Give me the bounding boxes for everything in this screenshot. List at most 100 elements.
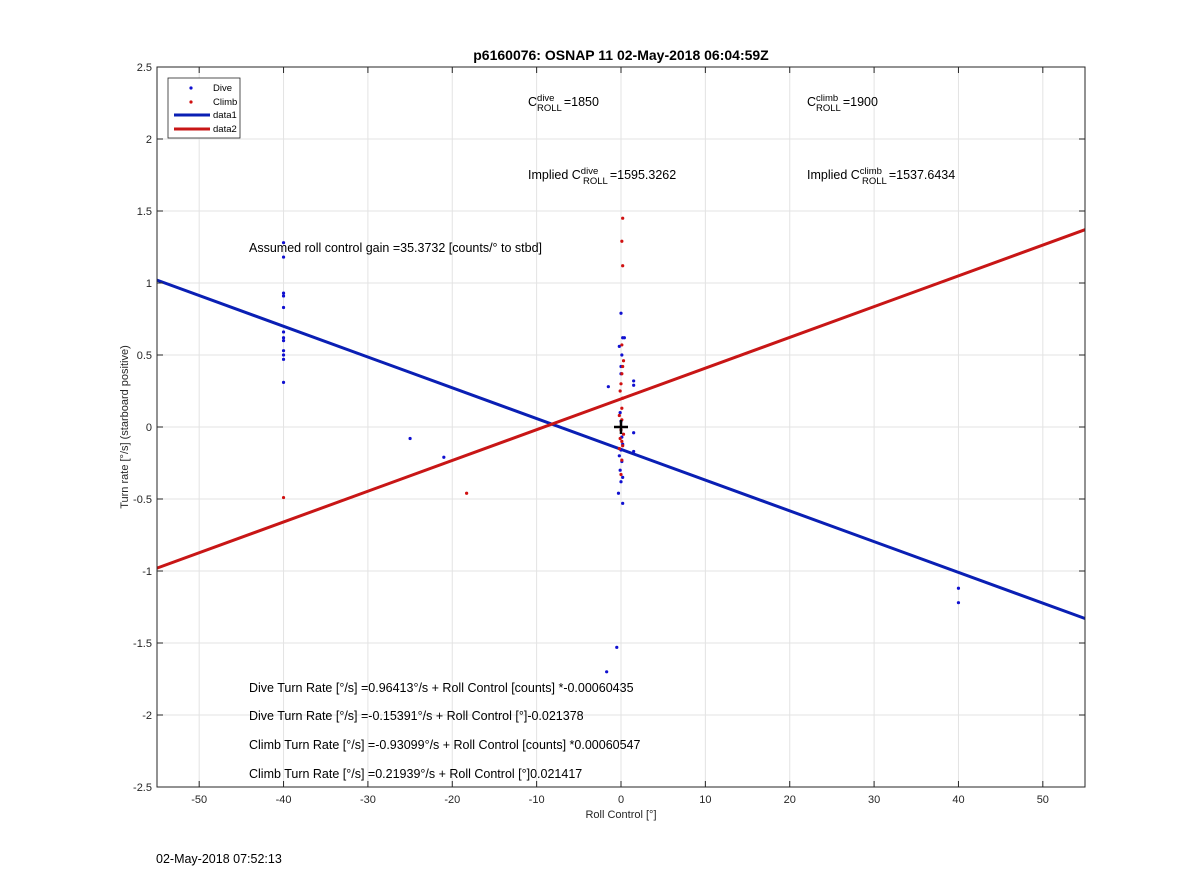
x-tick-label: -50 — [191, 794, 207, 806]
x-tick-label: 20 — [784, 794, 796, 806]
c-climb-sup: climb — [816, 93, 838, 104]
climb-point — [620, 372, 624, 376]
climb-point — [621, 432, 626, 436]
climb-point — [618, 389, 622, 393]
climb-point — [620, 439, 624, 443]
dive-point — [617, 454, 621, 458]
dive-point — [606, 385, 610, 389]
y-tick-label: -1 — [142, 566, 152, 578]
x-axis-label: Roll Control [°] — [585, 809, 656, 821]
x-tick-label: 10 — [699, 794, 711, 806]
implied-climb-sup: climb — [860, 166, 882, 177]
equation-dive-counts: Dive Turn Rate [°/s] =0.96413°/s + Roll … — [249, 681, 634, 695]
legend-climb-label: Climb — [213, 97, 237, 108]
x-axis: -50 -40 -30 -20 -10 0 10 20 30 40 50 — [191, 67, 1049, 806]
zero-crosshair — [614, 420, 628, 434]
dive-point — [617, 344, 621, 348]
dive-point — [605, 670, 609, 674]
y-tick-label: -2 — [142, 710, 152, 722]
x-tick-label: 0 — [618, 794, 624, 806]
annotations: Cdive ROLL =1850 Cclimb ROLL =1900 Implied C… — [249, 93, 955, 781]
figure-timestamp: 02-May-2018 07:52:13 — [156, 852, 282, 866]
x-tick-label: 40 — [952, 794, 964, 806]
dive-point — [618, 411, 622, 415]
dive-point — [281, 349, 286, 353]
x-tick-label: -10 — [529, 794, 545, 806]
climb-point — [621, 364, 625, 369]
dive-point — [281, 294, 286, 298]
y-tick-label: 1 — [146, 278, 152, 290]
legend-dive-marker — [189, 86, 193, 90]
climb-point — [619, 382, 623, 386]
y-tick-label: -0.5 — [133, 494, 152, 506]
dive-point — [281, 336, 286, 340]
implied-climb-annotation: Implied Cclimb ROLL =1537.6434 — [807, 166, 955, 187]
dive-point — [632, 431, 636, 435]
climb-point — [620, 239, 624, 243]
dive-point — [442, 455, 446, 459]
dive-point — [956, 601, 961, 605]
dive-point — [618, 468, 622, 472]
legend-data2-label: data2 — [213, 124, 237, 135]
climb-point — [465, 491, 469, 495]
dive-point — [281, 353, 286, 357]
y-tick-label: 2 — [146, 134, 152, 146]
equation-dive-degrees: Dive Turn Rate [°/s] =-0.15391°/s + Roll… — [249, 709, 584, 723]
gain-annotation: Assumed roll control gain =35.3732 [coun… — [249, 241, 542, 255]
dive-point — [281, 357, 286, 361]
dive-point — [281, 291, 286, 295]
dive-point — [621, 475, 625, 479]
dive-point — [615, 645, 619, 649]
legend: Dive Climb data1 data2 — [167, 77, 241, 139]
c-dive-annotation: Cdive ROLL =1850 — [528, 93, 599, 114]
implied-climb-sub: ROLL — [862, 176, 887, 187]
fit-line-data2 — [156, 228, 1086, 570]
y-axis-label: Turn rate [°/s] (starboard positive) — [119, 345, 131, 509]
equation-climb-degrees: Climb Turn Rate [°/s] =0.21939°/s + Roll… — [249, 767, 582, 781]
c-dive-sup: dive — [537, 93, 554, 104]
dive-point — [632, 379, 636, 383]
dive-point — [619, 480, 623, 484]
y-tick-label: -1.5 — [133, 638, 152, 650]
dive-point — [632, 383, 636, 387]
climb-point — [617, 447, 621, 451]
climb-point — [617, 413, 621, 418]
y-tick-label: 1.5 — [137, 206, 152, 218]
climb-point — [281, 495, 286, 500]
y-tick-label: 2.5 — [137, 62, 152, 74]
dive-point — [281, 330, 286, 334]
x-tick-label: 30 — [868, 794, 880, 806]
dive-point — [281, 255, 286, 259]
y-tick-label: 0.5 — [137, 350, 152, 362]
equation-climb-counts: Climb Turn Rate [°/s] =-0.93099°/s + Rol… — [249, 738, 641, 752]
implied-dive-sup: dive — [581, 166, 598, 177]
y-axis: -2.5 -2 -1.5 -1 -0.5 0 0.5 1 1.5 2 2.5 — [133, 62, 1085, 794]
legend-climb-marker — [189, 100, 193, 104]
legend-data1-label: data1 — [213, 110, 237, 121]
dive-point — [408, 436, 412, 441]
climb-point — [619, 472, 623, 477]
dive-point — [616, 491, 621, 495]
c-climb-sub: ROLL — [816, 103, 841, 114]
climb-point — [618, 436, 622, 441]
climb-point — [621, 216, 625, 220]
c-dive-sub: ROLL — [537, 103, 562, 114]
dive-point — [632, 449, 636, 454]
climb-point — [621, 444, 625, 448]
climb-point — [621, 264, 625, 268]
implied-dive-annotation: Implied Cdive ROLL =1595.3262 — [528, 166, 676, 187]
dive-point — [620, 353, 624, 357]
dive-point — [281, 241, 286, 245]
c-climb-annotation: Cclimb ROLL =1900 — [807, 93, 878, 114]
climb-point — [621, 359, 626, 363]
climb-point — [621, 396, 625, 400]
dive-point — [956, 586, 961, 590]
y-tick-label: 0 — [146, 422, 152, 434]
climb-point — [620, 406, 624, 410]
y-tick-label: -2.5 — [133, 782, 152, 794]
x-tick-label: -20 — [444, 794, 460, 806]
dive-point — [281, 339, 286, 343]
x-tick-label: -40 — [276, 794, 292, 806]
climb-point — [620, 343, 624, 347]
dive-point — [622, 336, 626, 340]
